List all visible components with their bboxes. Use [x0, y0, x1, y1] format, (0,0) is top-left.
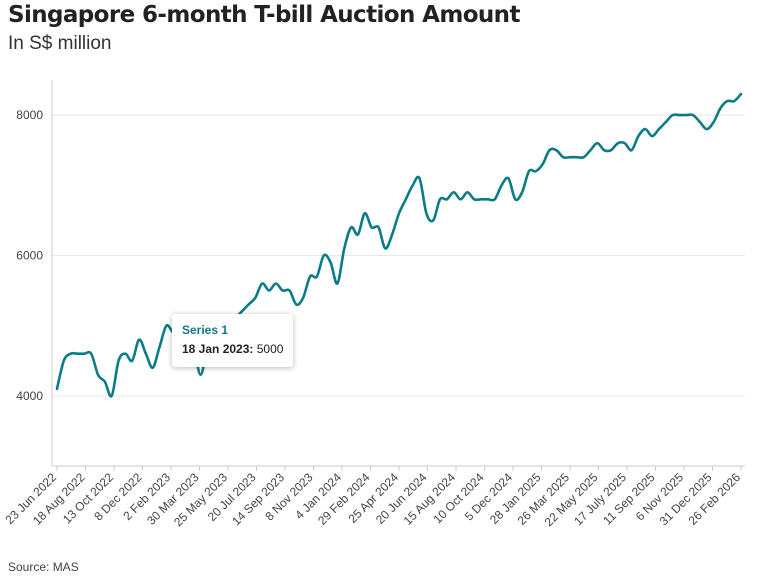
chart-subtitle: In S$ million [8, 33, 112, 54]
tooltip-series-name: Series 1 [182, 323, 229, 337]
series-group[interactable] [55, 92, 743, 398]
tooltip-date: 18 Jan 2023: [182, 342, 254, 356]
y-tick-label: 8000 [16, 108, 43, 122]
series-line[interactable] [55, 92, 743, 398]
y-tick-label: 4000 [16, 389, 43, 403]
x-axis [52, 465, 745, 471]
gridlines [51, 80, 745, 466]
data-tooltip: Series 1 18 Jan 2023: 5000 [172, 314, 294, 367]
tooltip-value: 5000 [256, 342, 284, 356]
source-note: Source: MAS [8, 560, 79, 574]
y-axis-tick-labels: 4000 6000 8000 [16, 108, 43, 403]
y-tick-label: 6000 [16, 248, 43, 262]
chart-title: Singapore 6-month T-bill Auction Amount [8, 2, 520, 28]
